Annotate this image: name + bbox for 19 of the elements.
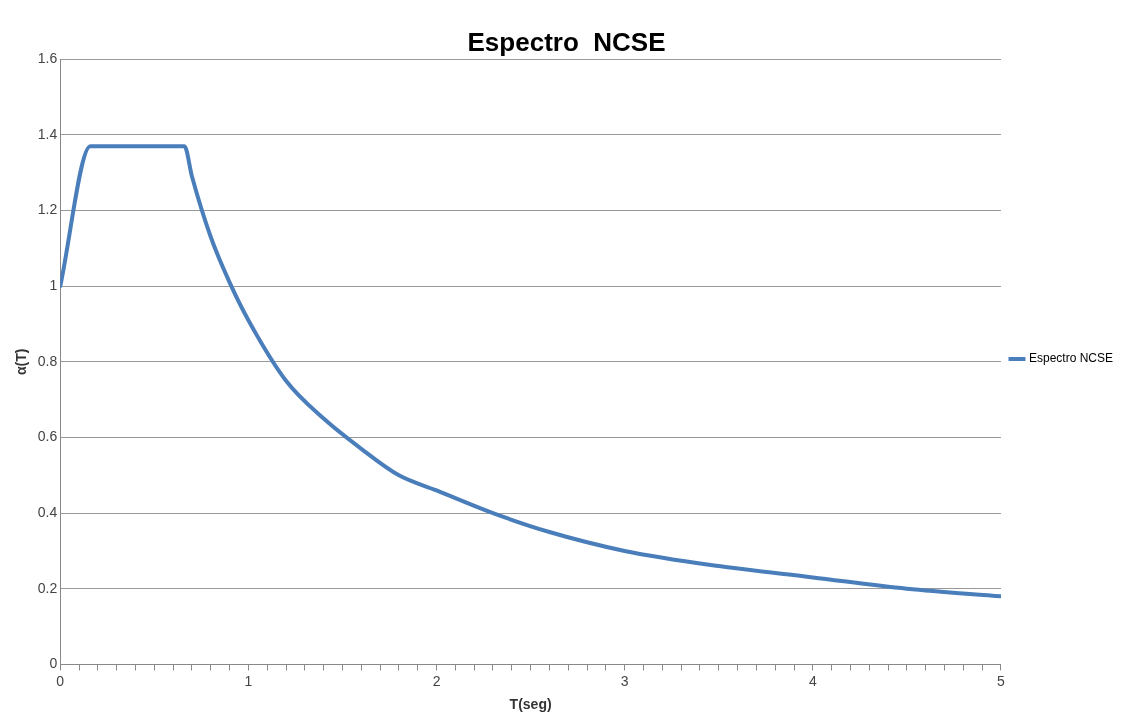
x-tick-label: 3	[620, 672, 629, 689]
x-tick-label: 1	[244, 672, 253, 689]
y-axis-title: α(T)	[13, 348, 30, 376]
y-tick-label: 0.8	[37, 352, 58, 369]
legend-label: Espectro NCSE	[1028, 351, 1113, 366]
x-tick-label: 2	[432, 672, 441, 689]
x-tick-label: 5	[997, 672, 1006, 689]
y-tick-label: 1.2	[37, 201, 58, 218]
x-tick-label: 4	[808, 672, 817, 689]
y-tick-label: 1.4	[37, 125, 58, 142]
y-tick-label: 1.6	[37, 50, 58, 67]
chart-title: Espectro NCSE	[467, 26, 666, 57]
y-tick-label: 0.4	[37, 503, 58, 520]
y-tick-label: 0	[49, 655, 58, 672]
y-tick-label: 1	[49, 277, 58, 294]
y-tick-label: 0.2	[37, 579, 58, 596]
x-axis-title: T(seg)	[509, 696, 552, 713]
line-series	[60, 144, 1001, 599]
y-tick-label: 0.6	[37, 428, 58, 445]
